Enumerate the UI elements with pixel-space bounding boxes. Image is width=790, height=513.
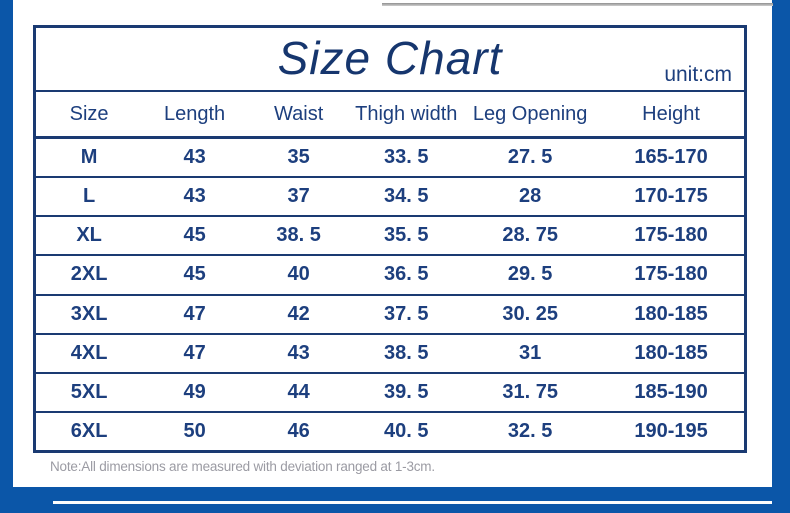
unit-label: unit:cm xyxy=(664,63,732,86)
top-divider-line xyxy=(382,3,773,6)
size-label-xl: XL xyxy=(76,224,102,247)
size-label-2xl: 2XL xyxy=(70,263,108,286)
table-row-5xl: 5XL 49 44 39. 5 31. 75 185-190 xyxy=(36,371,744,411)
size-label-l: L xyxy=(82,185,96,208)
table-cell: 31. 75 xyxy=(502,380,558,403)
size-label-3xl: 3XL xyxy=(70,302,108,325)
table-row-6xl: 6XL 50 46 40. 5 32. 5 190-195 xyxy=(36,410,744,450)
column-header-height: Height xyxy=(642,102,700,125)
column-header-leg-opening: Leg Opening xyxy=(472,102,588,125)
table-cell: 38. 5 xyxy=(384,341,429,364)
table-cell: 28. 75 xyxy=(502,224,558,247)
table-cell: 43 xyxy=(183,146,206,169)
table-cell: 47 xyxy=(183,341,206,364)
table-cell: 165-170 xyxy=(634,146,708,169)
table-cell: 32. 5 xyxy=(507,419,553,442)
table-cell: 180-185 xyxy=(634,302,708,325)
table-cell: 43 xyxy=(183,185,206,208)
table-cell: 27. 5 xyxy=(507,146,553,169)
table-row-2xl: 2XL 45 40 36. 5 29. 5 175-180 xyxy=(36,254,744,293)
column-header-size: Size xyxy=(69,102,109,125)
title-row: Size Chart unit:cm xyxy=(36,28,744,90)
content-panel: Size Chart unit:cm Size Length Waist Thigh … xyxy=(13,0,772,487)
table-cell: 35 xyxy=(287,146,310,169)
table-cell: 190-195 xyxy=(634,419,708,442)
size-label-5xl: 5XL xyxy=(70,380,108,403)
size-label-m: M xyxy=(80,146,98,169)
table-cell: 37 xyxy=(287,185,310,208)
table-cell: 44 xyxy=(287,380,310,403)
table-cell: 38. 5 xyxy=(276,224,321,247)
size-label-6xl: 6XL xyxy=(70,419,108,442)
table-cell: 34. 5 xyxy=(384,185,429,208)
table-cell: 50 xyxy=(183,419,206,442)
table-cell: 40 xyxy=(287,263,310,286)
column-header-length: Length xyxy=(163,102,226,125)
table-cell: 39. 5 xyxy=(384,380,429,403)
table-cell: 45 xyxy=(183,224,206,247)
column-header-row: Size Length Waist Thigh width Leg Opening Hei… xyxy=(36,90,744,136)
table-cell: 30. 25 xyxy=(502,302,558,325)
table-row-l: L 43 37 34. 5 28 170-175 xyxy=(36,176,744,215)
table-cell: 42 xyxy=(287,302,310,325)
table-cell: 31 xyxy=(519,341,542,364)
bottom-divider-line xyxy=(53,501,772,504)
table-cell: 29. 5 xyxy=(507,263,553,286)
size-label-4xl: 4XL xyxy=(70,341,108,364)
table-body: Size Length Waist Thigh width Leg Opening Hei… xyxy=(36,90,744,450)
table-cell: 185-190 xyxy=(634,380,708,403)
table-cell: 28 xyxy=(519,185,542,208)
table-row-m: M 43 35 33. 5 27. 5 165-170 xyxy=(36,136,744,176)
table-cell: 40. 5 xyxy=(384,419,429,442)
table-cell: 175-180 xyxy=(634,263,708,286)
table-cell: 33. 5 xyxy=(384,146,429,169)
table-cell: 175-180 xyxy=(634,224,708,247)
table-row-xl: XL 45 38. 5 35. 5 28. 75 175-180 xyxy=(36,215,744,254)
note-text: Note:All dimensions are measured with de… xyxy=(50,459,435,474)
column-header-thigh-width: Thigh width xyxy=(355,102,458,125)
table-cell: 43 xyxy=(287,341,310,364)
table-cell: 180-185 xyxy=(634,341,708,364)
table-cell: 170-175 xyxy=(634,185,708,208)
table-cell: 36. 5 xyxy=(384,263,429,286)
table-cell: 37. 5 xyxy=(384,302,429,325)
table-row-4xl: 4XL 47 43 38. 5 31 180-185 xyxy=(36,332,744,372)
page-title: Size Chart xyxy=(277,32,503,84)
table-cell: 47 xyxy=(183,302,206,325)
table-cell: 35. 5 xyxy=(384,224,429,247)
table-cell: 46 xyxy=(287,419,310,442)
table-cell: 49 xyxy=(183,380,206,403)
table-cell: 45 xyxy=(183,263,206,286)
table-row-3xl: 3XL 47 42 37. 5 30. 25 180-185 xyxy=(36,293,744,333)
size-chart-table: Size Chart unit:cm Size Length Waist Thigh … xyxy=(33,25,747,453)
column-header-waist: Waist xyxy=(274,102,324,125)
